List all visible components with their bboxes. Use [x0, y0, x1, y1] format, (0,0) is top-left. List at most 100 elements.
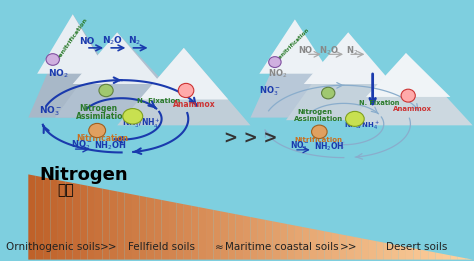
Ellipse shape: [311, 125, 327, 139]
Text: NH$_3$/NH$_4^+$: NH$_3$/NH$_4^+$: [344, 120, 380, 132]
Polygon shape: [346, 235, 354, 260]
Polygon shape: [302, 227, 310, 260]
Polygon shape: [139, 48, 228, 99]
Polygon shape: [28, 174, 36, 260]
Polygon shape: [273, 221, 280, 260]
Polygon shape: [436, 252, 443, 260]
Polygon shape: [310, 228, 317, 260]
Text: NO$_2^-$: NO$_2^-$: [291, 139, 310, 153]
Text: Assimilation: Assimilation: [76, 112, 129, 121]
Polygon shape: [228, 213, 236, 260]
Polygon shape: [465, 258, 473, 260]
Text: Assimilation: Assimilation: [294, 116, 343, 122]
Polygon shape: [55, 32, 197, 118]
Ellipse shape: [89, 123, 106, 138]
Polygon shape: [213, 210, 221, 260]
Polygon shape: [37, 14, 108, 74]
Text: NH$_2$OH: NH$_2$OH: [314, 140, 345, 153]
Polygon shape: [73, 183, 80, 260]
Polygon shape: [428, 251, 436, 260]
Polygon shape: [369, 240, 376, 260]
Polygon shape: [28, 14, 139, 118]
Polygon shape: [117, 191, 125, 260]
Polygon shape: [304, 32, 392, 84]
Polygon shape: [184, 204, 191, 260]
Ellipse shape: [401, 89, 415, 102]
Ellipse shape: [46, 54, 59, 65]
Polygon shape: [354, 237, 362, 260]
Polygon shape: [110, 190, 117, 260]
Polygon shape: [250, 20, 353, 118]
Polygon shape: [80, 184, 88, 260]
Ellipse shape: [346, 111, 364, 126]
Polygon shape: [162, 200, 169, 260]
Text: NO$_2^-$: NO$_2^-$: [71, 138, 92, 152]
Text: NO$_2$: NO$_2$: [48, 67, 69, 80]
Polygon shape: [399, 245, 406, 260]
Polygon shape: [348, 53, 473, 125]
Polygon shape: [362, 238, 369, 260]
Text: NO$_3^-$: NO$_3^-$: [259, 84, 281, 98]
Text: Denitrification: Denitrification: [55, 17, 88, 62]
Polygon shape: [243, 216, 250, 260]
Text: Desert soils: Desert soils: [386, 242, 448, 252]
Polygon shape: [88, 186, 95, 260]
Polygon shape: [317, 230, 325, 260]
Text: NO: NO: [80, 37, 95, 46]
Polygon shape: [236, 214, 243, 260]
Polygon shape: [259, 20, 330, 74]
Polygon shape: [95, 187, 102, 260]
Polygon shape: [102, 189, 110, 260]
Polygon shape: [286, 32, 415, 120]
Polygon shape: [366, 53, 450, 97]
Polygon shape: [295, 226, 302, 260]
Text: NO$_3^-$: NO$_3^-$: [39, 105, 63, 118]
Polygon shape: [332, 233, 339, 260]
Text: >>: >>: [100, 242, 117, 252]
Text: Ornithogenic soils: Ornithogenic soils: [6, 242, 100, 252]
Text: Denitrification: Denitrification: [275, 28, 310, 63]
Polygon shape: [450, 255, 458, 260]
Polygon shape: [169, 201, 176, 260]
Ellipse shape: [321, 87, 335, 99]
Polygon shape: [250, 217, 258, 260]
Text: Nitrification: Nitrification: [76, 134, 128, 143]
Polygon shape: [339, 234, 346, 260]
Polygon shape: [384, 242, 391, 260]
Text: > > >: > > >: [224, 129, 277, 147]
Ellipse shape: [123, 109, 143, 124]
Polygon shape: [413, 248, 421, 260]
Text: N. Fixation: N. Fixation: [359, 100, 400, 106]
Text: Maritime coastal soils: Maritime coastal soils: [225, 242, 338, 252]
Text: N$_2$O: N$_2$O: [319, 44, 339, 57]
Polygon shape: [265, 220, 273, 260]
Polygon shape: [132, 194, 139, 260]
Polygon shape: [176, 203, 184, 260]
Polygon shape: [206, 209, 213, 260]
Polygon shape: [406, 247, 413, 260]
Polygon shape: [258, 218, 265, 260]
Polygon shape: [199, 207, 206, 260]
Polygon shape: [280, 223, 288, 260]
Polygon shape: [36, 176, 43, 260]
Text: NO$_2$: NO$_2$: [268, 67, 288, 80]
Polygon shape: [391, 244, 399, 260]
Polygon shape: [147, 197, 154, 260]
Polygon shape: [58, 180, 65, 260]
Ellipse shape: [269, 57, 281, 68]
Text: N$_2$: N$_2$: [346, 44, 358, 57]
Text: N$_2$O: N$_2$O: [101, 35, 123, 48]
Polygon shape: [65, 181, 73, 260]
Polygon shape: [154, 199, 162, 260]
Polygon shape: [139, 196, 147, 260]
Polygon shape: [73, 32, 162, 84]
Polygon shape: [421, 250, 428, 260]
Text: Nitrogen: Nitrogen: [80, 104, 118, 113]
Polygon shape: [191, 206, 199, 260]
Text: Fellfield soils: Fellfield soils: [128, 242, 195, 252]
Polygon shape: [443, 254, 450, 260]
Text: 🐧🐧: 🐧🐧: [57, 183, 74, 197]
Ellipse shape: [178, 83, 194, 98]
Text: N. Fixation: N. Fixation: [137, 98, 181, 104]
Polygon shape: [117, 48, 250, 125]
